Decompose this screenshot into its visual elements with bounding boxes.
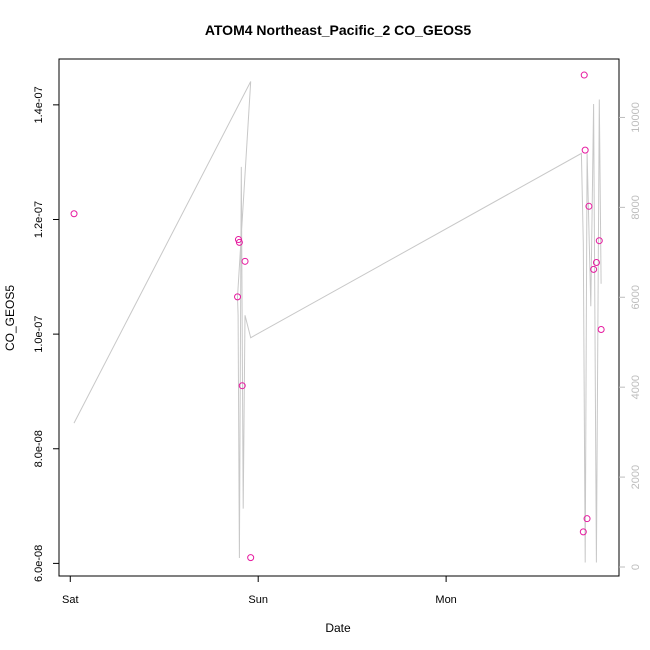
- co-data-point: [597, 326, 605, 334]
- x-axis: Sat Sun Mon: [62, 576, 457, 606]
- y-right-tick-label: 4000: [630, 375, 642, 399]
- y-right-tick-label: 0: [630, 564, 642, 570]
- co-data-point: [70, 210, 78, 218]
- y-right-tick-label: 10000: [630, 102, 642, 133]
- y-left-tick-label: 6.0e-08: [33, 545, 45, 582]
- co-data-point: [592, 258, 600, 266]
- x-axis-label: Date: [325, 621, 351, 635]
- co-data-point: [234, 236, 242, 244]
- y-right-tick-label: 6000: [630, 285, 642, 309]
- co-data-point: [247, 554, 255, 562]
- y-left-tick-label: 8.0e-08: [33, 430, 45, 467]
- y-left-tick-label: 1.2e-07: [33, 201, 45, 238]
- x-tick-label: Sun: [248, 594, 268, 606]
- plot-frame: [58, 58, 620, 577]
- y-axis-right: 0 2000 4000 6000 8000 10000: [619, 102, 642, 570]
- y-left-tick-label: 1.0e-07: [33, 315, 45, 352]
- x-tick-label: Sat: [62, 594, 79, 606]
- co-data-point: [583, 515, 591, 523]
- co-data-point: [234, 293, 242, 301]
- y-axis-left: 6.0e-08 8.0e-08 1.0e-07 1.2e-07 1.4e-07: [33, 86, 59, 582]
- co-data-point: [241, 257, 249, 265]
- altitude-series-line: [73, 81, 602, 563]
- y-right-tick-label: 8000: [630, 195, 642, 219]
- co-data-point: [235, 238, 243, 246]
- altitude-line-layer: [73, 81, 602, 563]
- co-data-point: [595, 237, 603, 245]
- co-data-point: [238, 382, 246, 390]
- co-data-point: [585, 202, 593, 210]
- co-points-layer: [70, 71, 605, 562]
- co-data-point: [580, 71, 588, 79]
- y-left-tick-label: 1.4e-07: [33, 86, 45, 123]
- co-data-point: [590, 265, 598, 273]
- x-tick-label: Mon: [435, 594, 456, 606]
- chart-title: ATOM4 Northeast_Pacific_2 CO_GEOS5: [205, 22, 472, 38]
- co-data-point: [581, 146, 589, 154]
- co-data-point: [579, 528, 587, 536]
- y-right-tick-label: 2000: [630, 465, 642, 489]
- y-axis-label: CO_GEOS5: [3, 285, 17, 351]
